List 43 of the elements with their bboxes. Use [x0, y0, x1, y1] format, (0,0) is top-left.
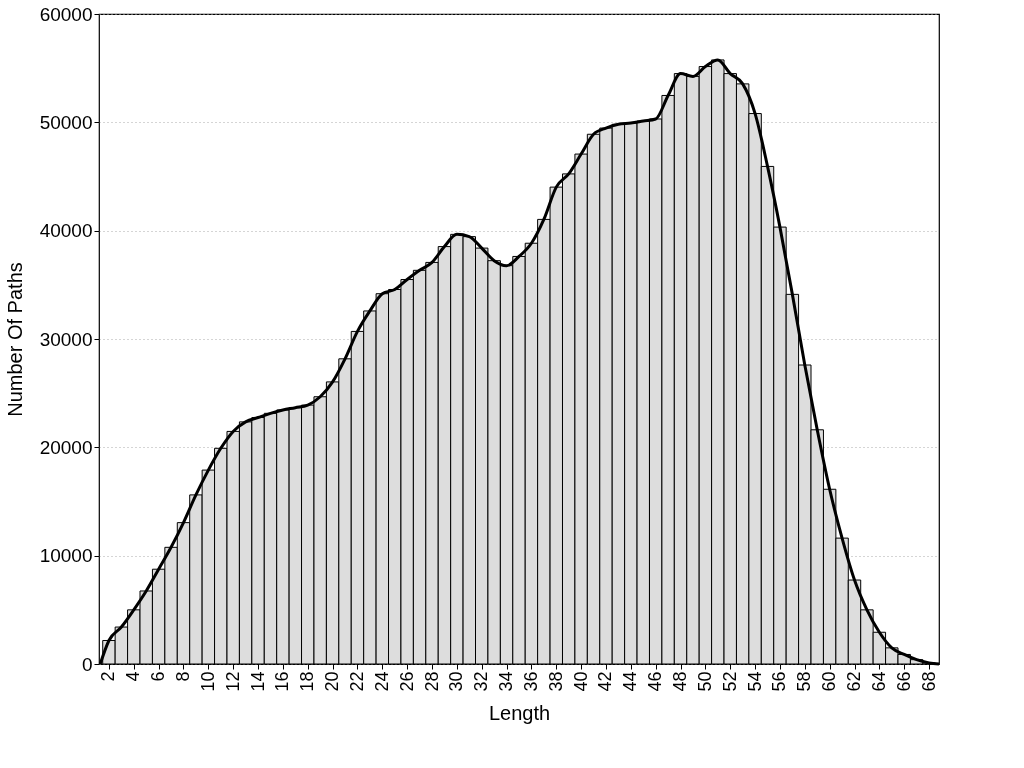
x-tick-label: 44: [620, 671, 641, 692]
x-tick-label: 68: [918, 671, 939, 692]
x-tick-label: 40: [570, 671, 591, 692]
y-tick-label: 60000: [39, 3, 93, 25]
y-tick-label: 20000: [39, 436, 93, 458]
x-tick-label: 10: [197, 671, 218, 692]
y-tick-label: 0: [81, 653, 93, 675]
x-tick-label: 42: [595, 671, 616, 692]
x-tick-label: 22: [346, 671, 367, 692]
x-tick-label: 28: [421, 671, 442, 692]
x-tick-label: 24: [371, 671, 392, 692]
x-tick-label: 16: [272, 671, 293, 692]
x-tick-label: 18: [297, 671, 318, 692]
y-tick-label: 40000: [39, 220, 93, 242]
x-tick-label: 54: [744, 671, 765, 692]
x-tick-label: 50: [694, 671, 715, 692]
x-axis-title: Length: [488, 701, 551, 724]
x-tick-label: 36: [520, 671, 541, 692]
x-tick-label: 52: [719, 671, 740, 692]
x-tick-label: 60: [819, 671, 840, 692]
x-tick-label: 62: [844, 671, 864, 692]
x-tick-label: 32: [471, 671, 492, 692]
x-tick-label: 48: [670, 671, 691, 692]
x-tick-label: 64: [868, 671, 889, 692]
x-tick-label: 4: [123, 671, 144, 682]
x-tick-label: 20: [322, 671, 343, 692]
y-tick-label: 10000: [39, 545, 93, 567]
y-tick-label: 30000: [39, 328, 93, 350]
x-tick-label: 12: [222, 671, 243, 692]
y-axis-title: Number Of Paths: [3, 262, 26, 417]
x-tick-label: 38: [545, 671, 566, 692]
x-tick-label: 26: [396, 671, 417, 692]
x-tick-label: 34: [496, 671, 517, 692]
x-tick-label: 46: [645, 671, 666, 692]
x-tick-label: 6: [148, 671, 169, 682]
x-tick-label: 14: [247, 671, 268, 692]
x-tick-label: 56: [769, 671, 790, 692]
x-tick-label: 8: [173, 671, 193, 682]
x-tick-label: 30: [446, 671, 467, 692]
x-tick-label: 58: [794, 671, 815, 692]
y-tick-label: 50000: [39, 111, 93, 133]
x-tick-label: 66: [893, 671, 914, 692]
x-tick-label: 2: [98, 671, 119, 682]
